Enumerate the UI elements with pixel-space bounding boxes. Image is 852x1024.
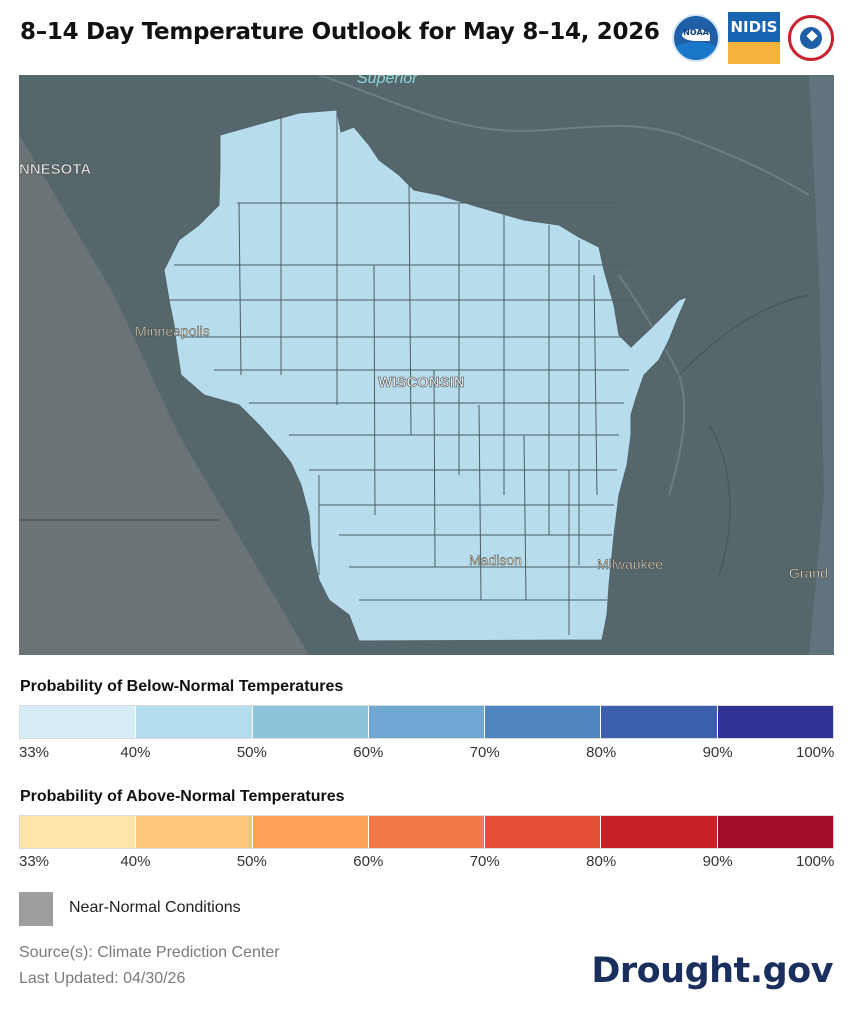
drought-gov-logo[interactable]: Drought.gov: [591, 951, 833, 991]
near-normal-swatch: [19, 892, 53, 926]
milwaukee-label: Milwaukee: [597, 556, 663, 572]
legend-below-tick-label: 40%: [120, 744, 151, 761]
legend-above-ticks: 33% 40% 50% 60% 70% 80% 90% 100%: [19, 853, 834, 873]
near-normal-band-east: [809, 75, 834, 655]
lake-shoreline: [318, 75, 810, 496]
legend-below-tick-label: 90%: [702, 744, 733, 761]
legend-above-swatch-0: [20, 816, 137, 848]
legend-above-tick-label: 70%: [469, 853, 500, 870]
legend-below-ticks: 33% 40% 50% 60% 70% 80% 90% 100%: [19, 744, 834, 764]
madison-label: Madison: [469, 552, 522, 568]
last-updated-text: Last Updated: 04/30/26: [19, 970, 186, 987]
legend-below-swatch-6: [717, 706, 833, 738]
legend-above-bar: [19, 815, 834, 849]
wisconsin-label: WISCONSIN: [378, 374, 465, 391]
legend-above-tick-label: 40%: [120, 853, 151, 870]
minnesota-label: NNESOTA: [19, 161, 91, 178]
partner-logos: NOAA NIDIS: [672, 12, 834, 64]
outlook-map[interactable]: Superior NNESOTA Minneapolis WISCONSIN M…: [19, 75, 834, 655]
legend-above-title: Probability of Above-Normal Temperatures: [20, 788, 345, 805]
page-title: 8–14 Day Temperature Outlook for May 8–1…: [20, 19, 660, 45]
legend-above-swatch-4: [485, 816, 602, 848]
nidis-logo[interactable]: NIDIS: [728, 12, 780, 64]
legend-below-swatch-4: [485, 706, 602, 738]
legend-below-swatch-5: [601, 706, 718, 738]
noaa-wave-icon: [674, 42, 718, 60]
noaa-logo-text: NOAA: [683, 28, 709, 37]
legend-above-tick-label: 33%: [19, 853, 50, 870]
legend-below-swatch-2: [252, 706, 369, 738]
legend-above-swatch-1: [136, 816, 253, 848]
legend-below-tick-label: 100%: [796, 744, 835, 761]
legend-below-swatch-0: [20, 706, 137, 738]
state-border-lines: [19, 294, 810, 576]
legend-above-tick-label: 100%: [796, 853, 835, 870]
grand-label: Grand: [789, 565, 828, 581]
wisconsin-outlook-region[interactable]: [163, 109, 688, 642]
legend-below-tick-label: 50%: [236, 744, 267, 761]
near-normal-band-west: [19, 135, 309, 655]
legend-above-tick-label: 90%: [702, 853, 733, 870]
legend-above-swatch-6: [717, 816, 833, 848]
nws-logo[interactable]: [788, 15, 834, 61]
legend-above-tick-label: 50%: [236, 853, 267, 870]
county-lines: [169, 110, 639, 635]
nidis-logo-text: NIDIS: [730, 18, 778, 36]
legend-below-bar: [19, 705, 834, 739]
legend-below-title: Probability of Below-Normal Temperatures: [20, 678, 344, 695]
legend-above-tick-label: 80%: [586, 853, 617, 870]
noaa-logo[interactable]: NOAA: [672, 14, 720, 62]
legend-above-swatch-5: [601, 816, 718, 848]
legend-below-swatch-1: [136, 706, 253, 738]
legend-above-swatch-2: [252, 816, 369, 848]
nidis-sand-icon: [728, 42, 780, 64]
near-normal-label: Near-Normal Conditions: [69, 899, 241, 916]
legend-above-swatch-3: [368, 816, 486, 848]
lake-superior-label: Superior: [357, 75, 418, 87]
legend-below-tick-label: 33%: [19, 744, 50, 761]
legend-below-tick-label: 80%: [586, 744, 617, 761]
source-info: Source(s): Climate Prediction Center Las…: [19, 940, 280, 992]
legend-above-tick-label: 60%: [353, 853, 384, 870]
minneapolis-label: Minneapolis: [135, 323, 210, 339]
legend-below-tick-label: 70%: [469, 744, 500, 761]
noaa-bird-icon: [682, 29, 710, 41]
map-svg: Superior NNESOTA Minneapolis WISCONSIN M…: [19, 75, 834, 655]
legend-below-swatch-3: [368, 706, 486, 738]
legend-below-tick-label: 60%: [353, 744, 384, 761]
source-text: Source(s): Climate Prediction Center: [19, 944, 280, 961]
